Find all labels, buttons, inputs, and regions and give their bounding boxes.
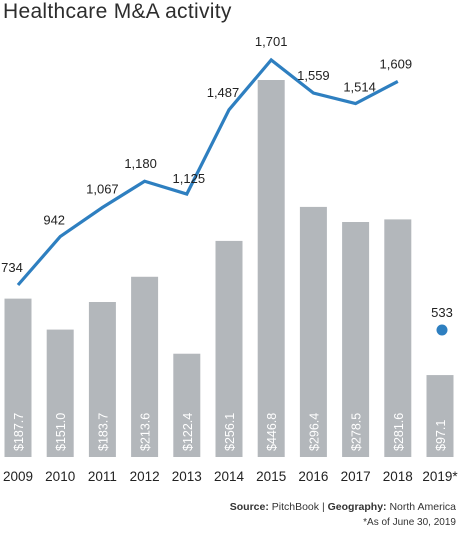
- x-tick-label: 2017: [341, 469, 371, 484]
- bar-2010: [46, 329, 74, 457]
- source-value: PitchBook: [271, 501, 320, 513]
- chart-title: Healthcare M&A activity: [3, 0, 232, 23]
- bar-value-label: $151.0: [54, 413, 68, 451]
- x-tick-label: 2010: [45, 469, 75, 484]
- bar-value-label: $278.5: [350, 413, 364, 451]
- line-value-label: 1,180: [124, 156, 157, 171]
- bar-value-label: $187.7: [12, 413, 26, 451]
- line-value-label: 734: [1, 260, 23, 275]
- bar-value-label: $281.6: [392, 413, 406, 451]
- line-value-label: 1,514: [343, 80, 376, 95]
- bar-2018: [384, 219, 412, 457]
- line-value-label: 1,067: [86, 182, 119, 197]
- x-tick-label: 2018: [383, 469, 413, 484]
- bar-2013: [173, 353, 201, 457]
- bar-2012: [131, 276, 159, 457]
- x-tick-label: 2012: [130, 469, 160, 484]
- deal-count-point-2019: [436, 324, 448, 336]
- bar-value-label: $256.1: [223, 413, 237, 451]
- geography-value: North America: [389, 501, 456, 513]
- bar-2016: [299, 206, 327, 457]
- bar-value-label: $122.4: [181, 413, 195, 451]
- source-label: Source:: [229, 501, 269, 513]
- bar-value-label: $296.4: [307, 413, 321, 451]
- bar-2014: [215, 240, 243, 457]
- x-tick-label: 2019*: [422, 469, 458, 484]
- x-tick-label: 2015: [256, 469, 286, 484]
- line-value-label: 1,609: [380, 56, 413, 71]
- bar-2017: [342, 222, 370, 457]
- line-value-label: 533: [431, 305, 453, 320]
- line-value-label: 1,559: [297, 68, 330, 83]
- line-value-label: 1,125: [173, 171, 206, 186]
- bar-2009: [4, 298, 32, 457]
- x-tick-label: 2011: [88, 469, 117, 484]
- source-line: Source: PitchBook | Geography: North Ame…: [230, 501, 456, 513]
- bar-2011: [88, 301, 116, 457]
- x-tick-label: 2016: [298, 469, 328, 484]
- geography-label: Geography:: [327, 501, 387, 513]
- source-separator: |: [321, 501, 325, 513]
- bar-value-label: $446.8: [265, 413, 279, 451]
- x-tick-label: 2014: [214, 469, 245, 484]
- chart: $187.7 $151.0 $183.7 $213.6 $122.4 $256.1 $446…: [1, 34, 458, 484]
- line-value-label: 942: [43, 213, 65, 228]
- line-value-label: 1,701: [255, 34, 288, 49]
- x-tick-label: 2013: [172, 469, 202, 484]
- bar-value-label: $97.1: [434, 420, 448, 451]
- x-tick-label: 2009: [3, 469, 33, 484]
- bar-2019*: [426, 375, 454, 457]
- bar-value-label: $183.7: [96, 413, 110, 451]
- bar-value-label: $213.6: [139, 413, 153, 451]
- bar-2015: [257, 80, 285, 457]
- line-value-label: 1,487: [207, 85, 240, 100]
- footnote: *As of June 30, 2019: [363, 517, 456, 528]
- deal-count-line: [16, 57, 399, 287]
